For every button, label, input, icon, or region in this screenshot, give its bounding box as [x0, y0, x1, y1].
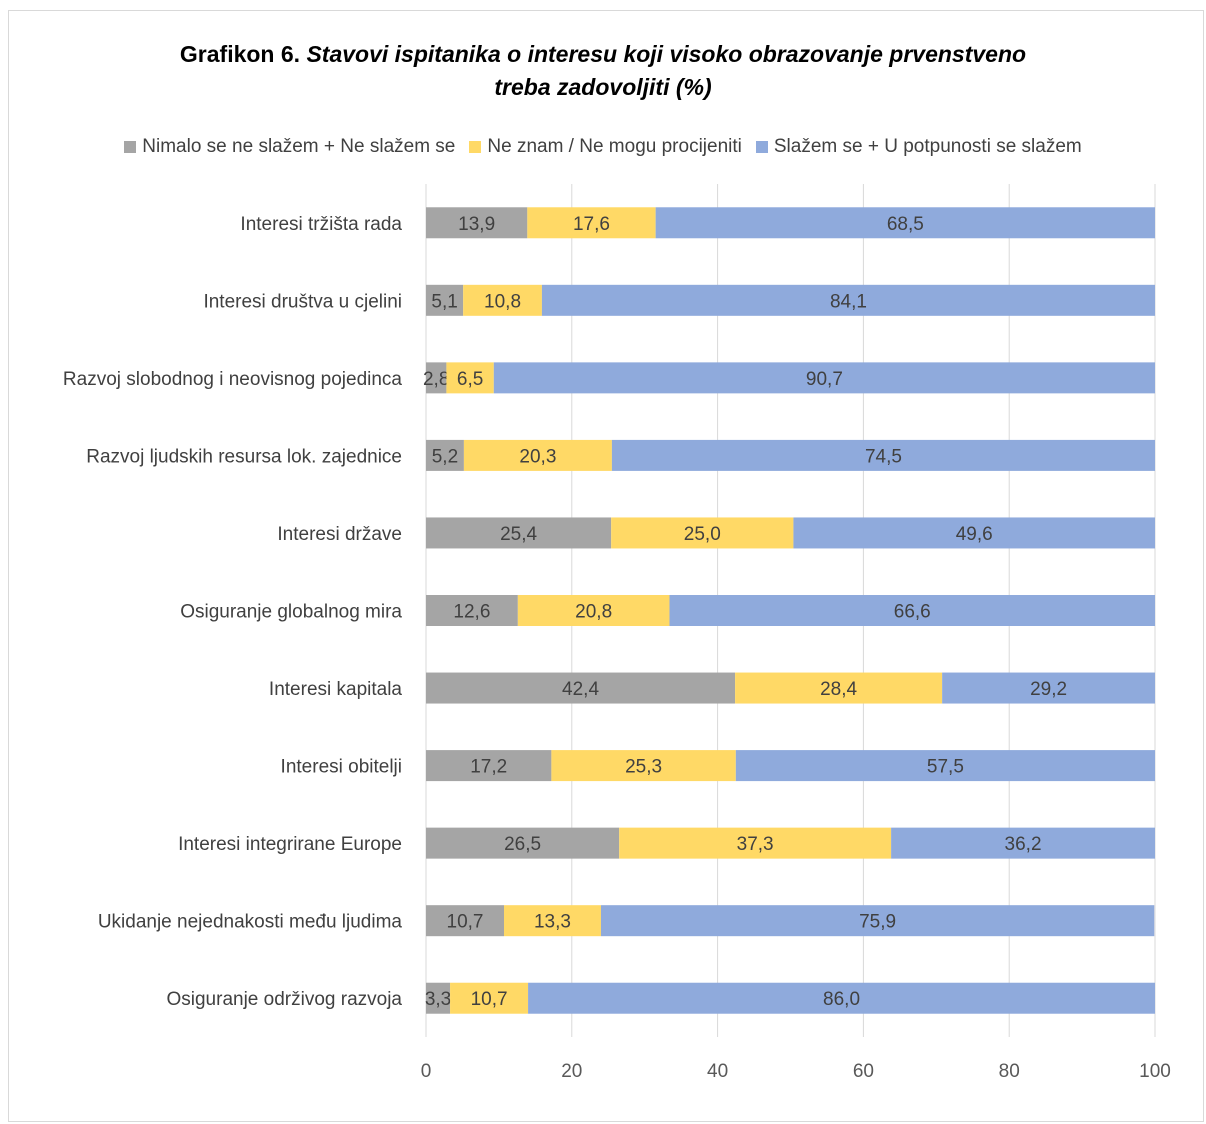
legend: Nimalo se ne slažem + Ne slažem se Ne zn… — [0, 136, 1206, 158]
data-label: 6,5 — [457, 369, 483, 390]
bar-segment — [619, 827, 892, 859]
bar-segment — [426, 905, 505, 937]
data-label: 49,6 — [956, 524, 993, 545]
bar-segment — [426, 439, 464, 471]
bar-segment — [504, 905, 601, 937]
legend-swatch-dont-know — [469, 141, 482, 153]
bar-segment — [426, 207, 528, 239]
chart-title-line1: Stavovi ispitanika o interesu koji visok… — [306, 41, 1027, 67]
bar-segment — [426, 362, 447, 394]
bar-segment — [426, 595, 518, 626]
chart-frame — [8, 10, 1204, 1122]
data-label: 10,7 — [447, 912, 484, 933]
bar-segment — [463, 439, 612, 471]
legend-item-dont-know: Ne znam / Ne mogu procijeniti — [469, 136, 742, 158]
data-label: 25,4 — [500, 524, 537, 545]
bar-segment — [426, 672, 736, 704]
legend-label-agree: Slažem se + U potpunosti se slažem — [773, 136, 1082, 157]
legend-swatch-agree — [755, 141, 768, 153]
data-label: 10,8 — [484, 291, 521, 312]
data-label: 17,6 — [573, 214, 610, 235]
bar-segment — [527, 207, 656, 239]
data-label: 57,5 — [927, 757, 964, 778]
bar-segment — [426, 517, 612, 549]
bar-segment — [942, 672, 1155, 704]
bar-segment — [735, 750, 1155, 782]
bar-segment — [517, 595, 670, 626]
bar-segment — [669, 595, 1155, 626]
data-label: 42,4 — [562, 679, 599, 700]
chart-title-line2: treba zadovoljiti (%) — [494, 74, 712, 100]
data-label: 13,3 — [534, 912, 571, 933]
chart-title-prefix: Grafikon 6. — [179, 41, 301, 67]
data-label: 12,6 — [453, 602, 490, 623]
category-label: Interesi obitelji — [281, 757, 402, 778]
category-label: Ukidanje nejednakosti među ljudima — [98, 912, 403, 933]
bar-segment — [493, 362, 1155, 394]
legend-label-disagree: Nimalo se ne slažem + Ne slažem se — [142, 136, 456, 157]
category-label: Interesi društva u cjelini — [203, 291, 402, 312]
category-label: Razvoj ljudskih resursa lok. zajednice — [86, 446, 402, 467]
bar-segment — [426, 284, 464, 316]
data-label: 25,0 — [684, 524, 721, 545]
data-label: 13,9 — [458, 214, 495, 235]
data-label: 20,8 — [575, 602, 612, 623]
data-label: 84,1 — [830, 291, 867, 312]
data-label: 10,7 — [471, 989, 508, 1010]
data-label: 68,5 — [887, 214, 924, 235]
bar-segment — [528, 982, 1155, 1014]
data-label: 66,6 — [894, 602, 931, 623]
bar-segment — [426, 750, 552, 782]
bar-segment — [426, 827, 620, 859]
chart-title: Grafikon 6. Stavovi ispitanika o interes… — [0, 38, 1206, 104]
data-label: 26,5 — [504, 834, 541, 855]
category-label: Interesi tržišta rada — [240, 214, 402, 235]
legend-label-dont-know: Ne znam / Ne mogu procijeniti — [487, 136, 742, 157]
data-label: 90,7 — [806, 369, 843, 390]
data-label: 37,3 — [737, 834, 774, 855]
x-tick-label: 20 — [561, 1061, 582, 1082]
bar-segment — [446, 362, 494, 394]
legend-item-disagree: Nimalo se ne slažem + Ne slažem se — [124, 136, 455, 158]
x-tick-label: 0 — [421, 1061, 432, 1082]
data-label: 86,0 — [823, 989, 860, 1010]
bar-segment — [611, 439, 1155, 471]
data-label: 29,2 — [1030, 679, 1067, 700]
data-label: 5,1 — [431, 291, 457, 312]
x-tick-label: 40 — [707, 1061, 728, 1082]
bar-segment — [735, 672, 943, 704]
bar-segment — [450, 982, 529, 1014]
bar-segment — [551, 750, 736, 782]
x-tick-label: 60 — [853, 1061, 874, 1082]
category-label: Osiguranje globalnog mira — [180, 602, 402, 623]
bar-segment — [655, 207, 1155, 239]
data-label: 17,2 — [470, 757, 507, 778]
x-tick-label: 100 — [1139, 1061, 1171, 1082]
bar-segment — [793, 517, 1155, 549]
bar-segment — [611, 517, 794, 549]
x-tick-label: 80 — [999, 1061, 1020, 1082]
category-label: Interesi države — [277, 524, 402, 545]
data-label: 3,3 — [425, 989, 451, 1010]
bar-segment — [600, 905, 1155, 937]
bar-segment — [426, 982, 451, 1014]
category-label: Razvoj slobodnog i neovisnog pojedinca — [63, 369, 403, 390]
bar-segment — [541, 284, 1155, 316]
data-label: 36,2 — [1005, 834, 1042, 855]
data-label: 74,5 — [865, 446, 902, 467]
data-label: 25,3 — [625, 757, 662, 778]
data-label: 75,9 — [859, 912, 896, 933]
bar-segment — [463, 284, 542, 316]
bar-segment — [891, 827, 1155, 859]
category-label: Interesi integrirane Europe — [178, 834, 402, 855]
category-label: Interesi kapitala — [269, 679, 403, 700]
data-label: 28,4 — [820, 679, 857, 700]
category-label: Osiguranje održivog razvoja — [166, 989, 402, 1010]
data-label: 20,3 — [519, 446, 556, 467]
data-label: 5,2 — [432, 446, 458, 467]
data-label: 2,8 — [423, 369, 449, 390]
legend-swatch-disagree — [124, 141, 137, 153]
legend-item-agree: Slažem se + U potpunosti se slažem — [755, 136, 1082, 158]
